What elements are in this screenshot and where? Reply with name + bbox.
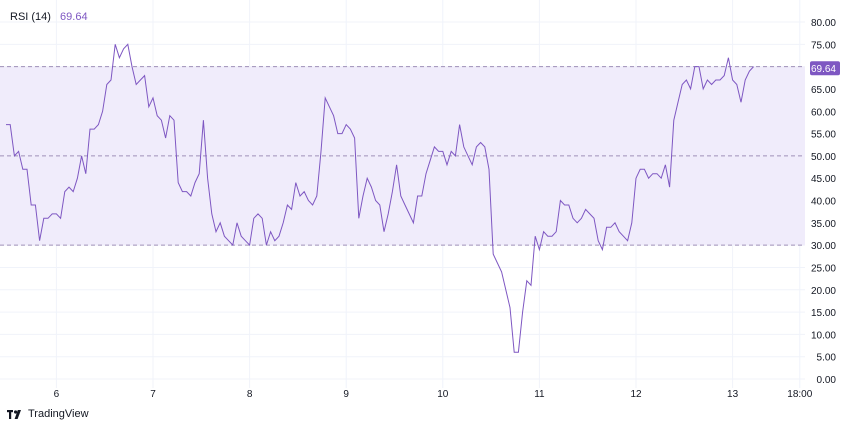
x-tick-label: 11	[534, 389, 545, 400]
y-tick-label: 30.00	[811, 241, 836, 252]
rsi-series-line	[6, 43, 754, 353]
y-tick-label: 50.00	[811, 152, 836, 163]
y-tick-label: 10.00	[811, 330, 836, 341]
last-value-badge-bg	[810, 61, 840, 76]
tradingview-logo-icon	[7, 409, 21, 419]
y-tick-label: 5.00	[817, 353, 837, 364]
y-tick-label: 55.00	[811, 130, 836, 141]
y-tick-label: 20.00	[811, 286, 836, 297]
x-axis[interactable]: 6 7 8 9 10 11 12 13 18:00	[54, 389, 813, 400]
last-value-badge-label: 69.64	[811, 64, 836, 75]
y-tick-label: 40.00	[811, 197, 836, 208]
last-value-badge: 69.64	[810, 61, 840, 76]
y-tick-label: 80.00	[811, 18, 836, 29]
x-tick-label: 13	[727, 389, 739, 400]
rsi-chart[interactable]: 80.0075.0070.0065.0060.0055.0050.0045.00…	[0, 0, 850, 400]
y-tick-label: 60.00	[811, 107, 836, 118]
y-tick-label: 0.00	[817, 375, 837, 386]
y-tick-label: 35.00	[811, 219, 836, 230]
x-tick-label: 8	[247, 389, 253, 400]
indicator-value: 69.64	[60, 11, 88, 23]
y-tick-label: 25.00	[811, 263, 836, 274]
brand-name: TradingView	[28, 408, 89, 420]
tradingview-logo[interactable]: TradingView	[7, 408, 89, 420]
x-tick-label: 7	[150, 389, 156, 400]
x-tick-label: 6	[54, 389, 60, 400]
x-tick-label: 12	[630, 389, 642, 400]
y-tick-label: 75.00	[811, 40, 836, 51]
x-tick-label: 10	[437, 389, 449, 400]
y-tick-label: 15.00	[811, 308, 836, 319]
indicator-name: RSI (14)	[10, 11, 51, 23]
y-axis[interactable]: 80.0075.0070.0065.0060.0055.0050.0045.00…	[811, 18, 836, 386]
x-tick-label: 9	[343, 389, 349, 400]
y-tick-label: 65.00	[811, 85, 836, 96]
indicator-legend[interactable]: RSI (14) 69.64	[10, 11, 88, 23]
y-tick-label: 45.00	[811, 174, 836, 185]
x-tick-label: 18:00	[787, 389, 812, 400]
